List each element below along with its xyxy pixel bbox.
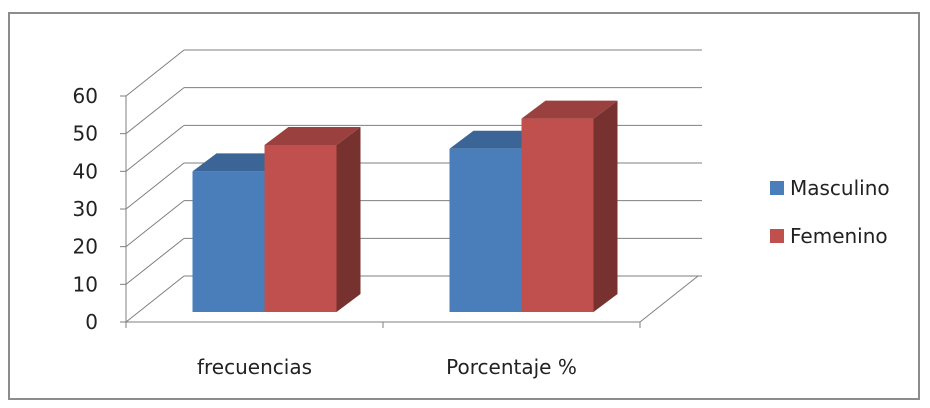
legend-label: Femenino — [790, 224, 888, 248]
bar-front — [521, 118, 594, 312]
gridline-side — [125, 275, 185, 323]
bar-femenino-1 — [521, 100, 618, 312]
floor-edge — [639, 275, 699, 323]
bars — [192, 100, 618, 312]
legend-swatch — [770, 181, 784, 195]
gridline-side — [125, 200, 185, 248]
bar-side — [336, 126, 361, 312]
gridline-side — [125, 162, 185, 210]
bar-top — [521, 100, 618, 119]
bar-top — [264, 126, 361, 145]
y-tick-label: 20 — [73, 235, 98, 259]
x-category-label: Porcentaje % — [446, 355, 577, 379]
gridline-side — [125, 87, 185, 135]
axes — [120, 95, 699, 328]
y-tick-label: 30 — [73, 197, 98, 221]
bar-femenino-0 — [264, 126, 361, 312]
bar-front — [192, 171, 265, 312]
y-tick-label: 40 — [73, 159, 98, 183]
bar-front — [449, 148, 522, 312]
bar-front — [264, 144, 337, 312]
gridline-side — [125, 124, 185, 172]
y-tick-label: 0 — [85, 310, 98, 334]
gridline-side — [125, 237, 185, 285]
gridline-side — [125, 49, 185, 97]
x-category-label: frecuencias — [197, 355, 312, 379]
y-tick-labels: 0 10 20 30 40 50 60 — [73, 84, 98, 334]
y-tick-label: 60 — [73, 84, 98, 108]
legend: Masculino Femenino — [770, 176, 890, 248]
legend-label: Masculino — [790, 176, 890, 200]
bar-side — [593, 100, 618, 312]
y-tick-label: 50 — [73, 122, 98, 146]
y-tick-label: 10 — [73, 272, 98, 296]
legend-swatch — [770, 229, 784, 243]
x-category-labels: frecuencias Porcentaje % — [197, 355, 577, 379]
